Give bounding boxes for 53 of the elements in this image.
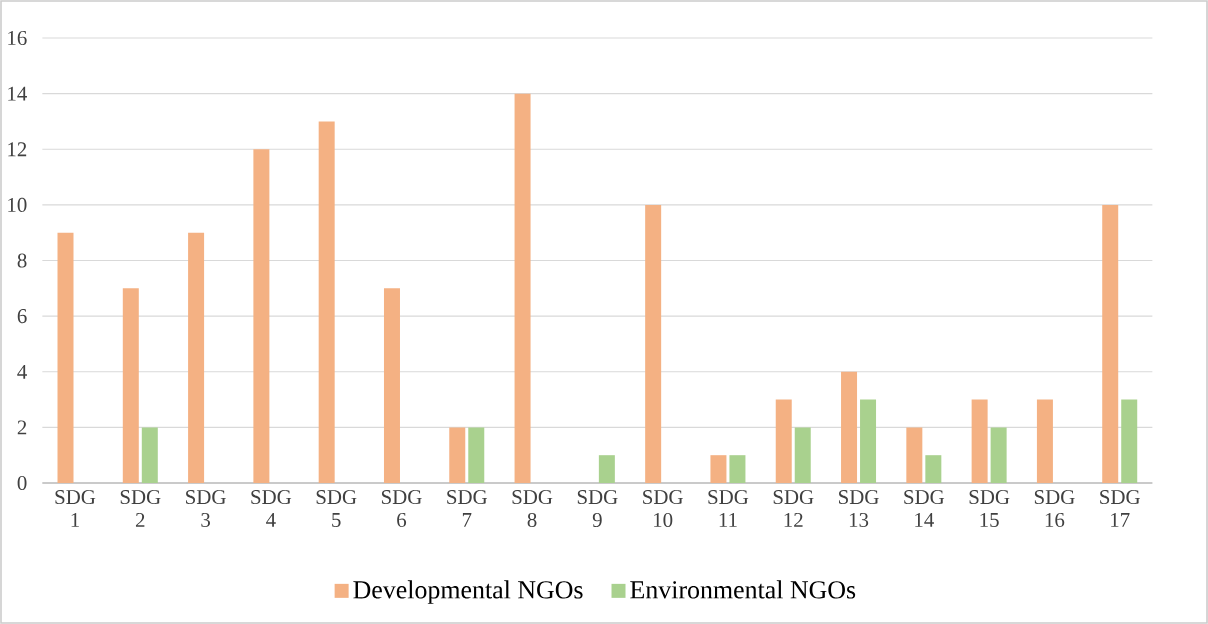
x-tick-label: SDG 15	[969, 490, 1010, 528]
x-tick-label: SDG 16	[1034, 490, 1075, 528]
x-tick-label: SDG 1	[55, 490, 96, 527]
legend-label: Developmental NGOs	[353, 580, 583, 604]
bar	[710, 455, 727, 483]
bar	[775, 399, 792, 483]
bar	[1121, 399, 1138, 483]
bar	[925, 455, 942, 483]
x-tick-label: SDG 9	[577, 490, 618, 528]
bar	[188, 232, 205, 483]
bar	[1102, 204, 1119, 483]
bar	[841, 371, 858, 483]
bar	[860, 399, 877, 483]
x-tick-label: SDG 3	[186, 490, 226, 528]
bar	[318, 121, 335, 483]
y-tick-label: 12	[8, 142, 27, 157]
bar	[990, 427, 1007, 483]
x-tick-label: SDG 14	[904, 490, 945, 527]
bar	[794, 427, 811, 483]
x-tick-label: SDG 11	[708, 490, 749, 527]
x-tick-label: SDG 12	[773, 490, 814, 527]
bar	[468, 427, 485, 483]
bar	[122, 288, 139, 483]
x-tick-label: SDG 2	[120, 490, 161, 527]
bar	[514, 93, 531, 483]
y-tick-label: 16	[8, 30, 27, 46]
bar	[449, 427, 466, 483]
bar	[729, 455, 746, 483]
x-tick-label: SDG 4	[251, 490, 292, 527]
bar	[906, 427, 923, 483]
x-tick-label: SDG 6	[381, 490, 422, 528]
x-tick-label: SDG 8	[512, 490, 553, 528]
bar	[253, 149, 270, 483]
bar	[598, 455, 615, 483]
x-tick-label: SDG 17	[1100, 490, 1140, 527]
bar	[141, 427, 158, 483]
x-tick-label: SDG 7	[447, 490, 488, 527]
y-tick-label: 10	[8, 197, 27, 212]
bar	[1036, 399, 1053, 483]
y-tick-label: 6	[17, 309, 27, 324]
bar	[383, 288, 400, 483]
bar	[971, 399, 988, 483]
x-tick-label: SDG 10	[643, 490, 683, 528]
bar	[645, 204, 662, 483]
y-tick-label: 2	[17, 420, 27, 435]
x-tick-label: SDG 5	[316, 490, 357, 528]
legend-label: Environmental NGOs	[630, 580, 856, 599]
y-tick-label: 8	[17, 253, 27, 268]
bar	[57, 232, 74, 483]
x-tick-label: SDG 13	[839, 490, 879, 528]
y-tick-label: 4	[17, 364, 27, 379]
y-tick-label: 0	[17, 475, 27, 491]
y-tick-label: 14	[8, 86, 27, 101]
